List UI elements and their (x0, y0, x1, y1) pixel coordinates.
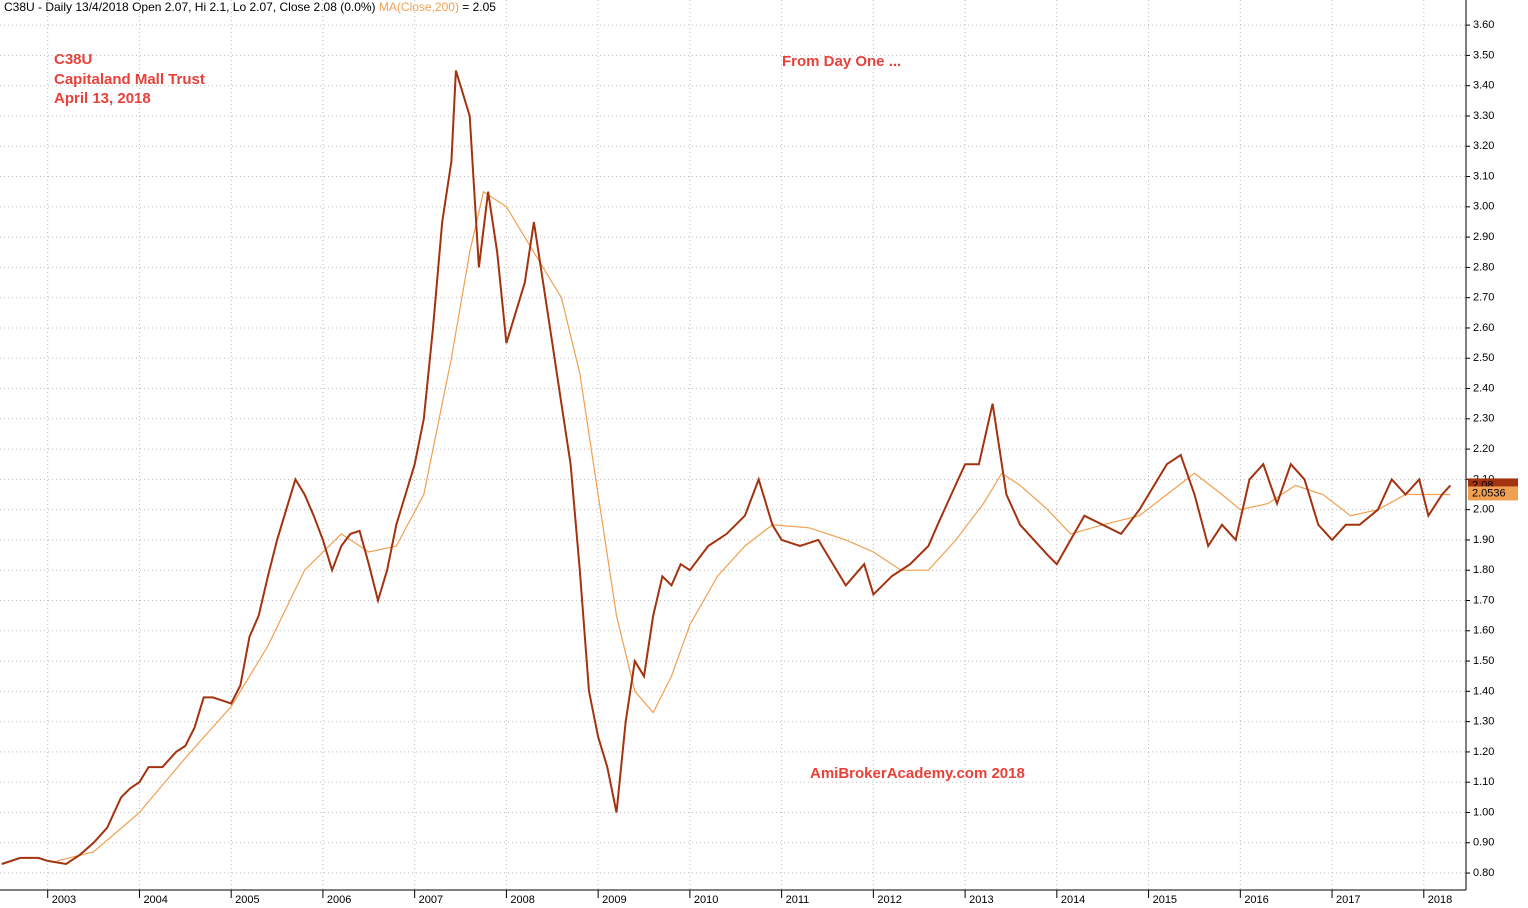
y-tick-label: 2.90 (1473, 231, 1494, 243)
y-tick-label: 1.90 (1473, 534, 1494, 546)
header-text: C38U - Daily 13/4/2018 Open 2.07, Hi 2.1… (4, 0, 376, 14)
y-tick-label: 3.60 (1473, 19, 1494, 31)
ma-readout: = 2.05 (462, 0, 496, 14)
price-tag-label: 2.0536 (1472, 487, 1506, 499)
legend-entry: MA(Close,200) (379, 0, 459, 14)
y-tick-label: 3.40 (1473, 80, 1494, 92)
y-tick-label: 3.00 (1473, 201, 1494, 213)
y-tick-label: 2.40 (1473, 382, 1494, 394)
annotation: C38U (54, 51, 92, 68)
x-tick-label: 2014 (1061, 894, 1085, 906)
x-tick-label: 2017 (1336, 894, 1360, 906)
y-tick-label: 2.70 (1473, 292, 1494, 304)
y-tick-label: 2.60 (1473, 322, 1494, 334)
y-tick-label: 1.30 (1473, 716, 1494, 728)
series-line (1, 70, 1452, 866)
y-tick-label: 2.50 (1473, 352, 1494, 364)
x-tick-label: 2006 (327, 894, 351, 906)
y-tick-label: 3.30 (1473, 110, 1494, 122)
y-tick-label: 1.10 (1473, 776, 1494, 788)
y-tick-label: 3.50 (1473, 49, 1494, 61)
x-tick-label: 2008 (510, 894, 534, 906)
x-tick-label: 2013 (969, 894, 993, 906)
y-tick-label: 3.10 (1473, 170, 1494, 182)
chart-title: C38U - Daily 13/4/2018 Open 2.07, Hi 2.1… (4, 0, 496, 14)
y-tick-label: 1.00 (1473, 806, 1494, 818)
annotation: Capitaland Mall Trust (54, 71, 205, 88)
price-tag (1468, 486, 1518, 501)
annotation: From Day One ... (782, 53, 901, 70)
x-tick-label: 2016 (1244, 894, 1268, 906)
y-tick-label: 0.90 (1473, 837, 1494, 849)
y-tick-label: 3.20 (1473, 140, 1494, 152)
y-tick-label: 1.50 (1473, 655, 1494, 667)
x-tick-label: 2005 (235, 894, 259, 906)
x-tick-label: 2012 (877, 894, 901, 906)
annotation: April 13, 2018 (54, 90, 151, 107)
y-tick-label: 2.30 (1473, 413, 1494, 425)
y-tick-label: 2.00 (1473, 504, 1494, 516)
y-tick-label: 1.40 (1473, 685, 1494, 697)
y-tick-label: 2.20 (1473, 443, 1494, 455)
x-tick-label: 2004 (143, 894, 167, 906)
x-tick-label: 2009 (602, 894, 626, 906)
y-tick-label: 1.80 (1473, 564, 1494, 576)
y-tick-label: 0.80 (1473, 867, 1494, 879)
x-tick-label: 2011 (786, 894, 810, 906)
annotation: AmiBrokerAcademy.com 2018 (810, 765, 1025, 782)
x-tick-label: 2018 (1428, 894, 1452, 906)
x-tick-label: 2007 (419, 894, 443, 906)
x-tick-label: 2015 (1153, 894, 1177, 906)
series-line (56, 190, 1451, 862)
x-tick-label: 2010 (694, 894, 718, 906)
x-tick-label: 2003 (52, 894, 76, 906)
y-tick-label: 1.60 (1473, 625, 1494, 637)
y-tick-label: 1.20 (1473, 746, 1494, 758)
y-tick-label: 1.70 (1473, 594, 1494, 606)
y-tick-label: 2.80 (1473, 261, 1494, 273)
